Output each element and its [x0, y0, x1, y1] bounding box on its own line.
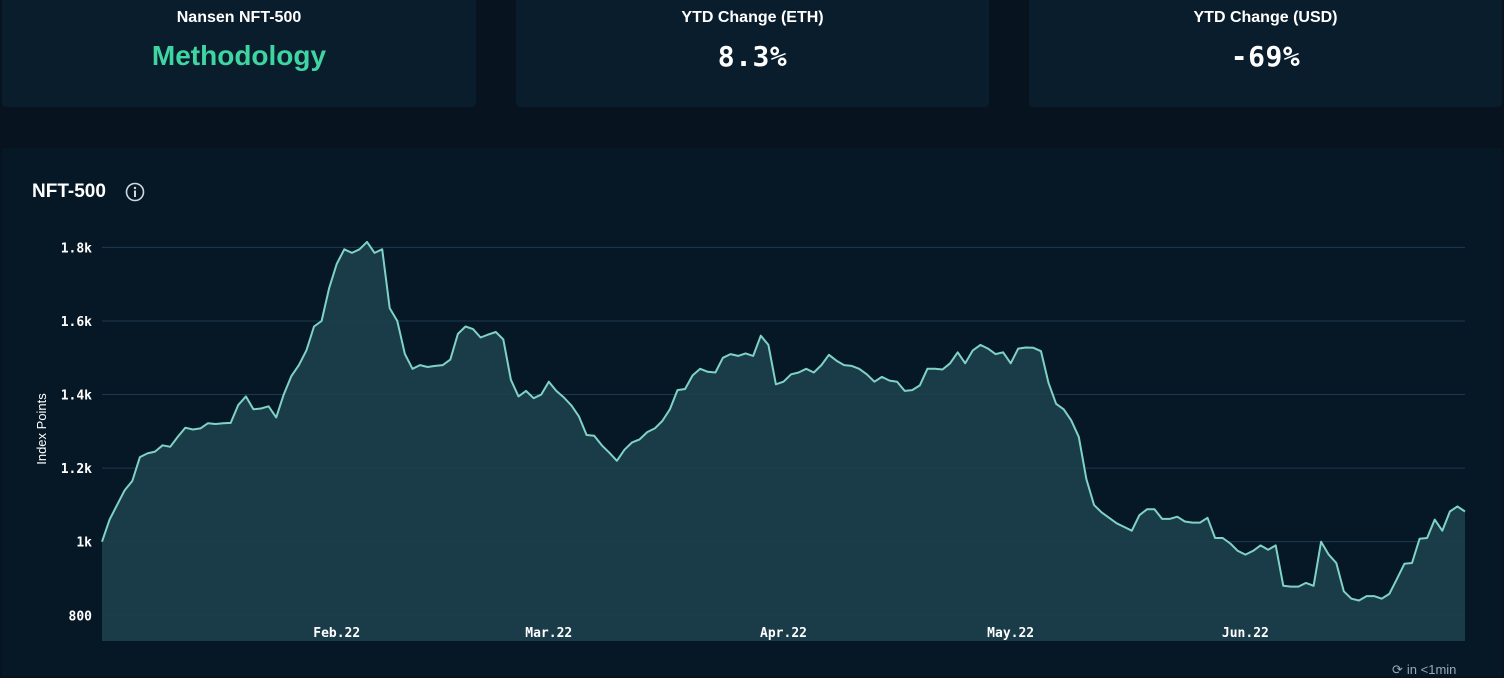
x-tick-label: Mar.22 [525, 626, 572, 641]
x-tick-label: May.22 [987, 626, 1034, 641]
ytd-usd-value: -69% [1230, 40, 1301, 73]
x-tick-label: Jun.22 [1222, 626, 1269, 641]
chart-title: NFT-500 [32, 181, 106, 202]
stat-card-index: Nansen NFT-500 Methodology [2, 0, 476, 107]
stat-label: Nansen NFT-500 [176, 9, 302, 26]
series-area [102, 241, 1465, 641]
info-icon[interactable] [125, 182, 145, 202]
refresh-text: in <1min [1406, 662, 1457, 677]
stat-label: YTD Change (ETH) [681, 9, 824, 26]
ytd-eth-value: 8.3% [717, 40, 788, 73]
y-tick-label: 1.2k [61, 462, 92, 477]
y-tick-label: 1.8k [61, 241, 92, 256]
refresh-note: ⟳ in <1min [1392, 662, 1456, 678]
y-tick-label: 1.6k [61, 315, 92, 330]
series-line [101, 240, 1466, 602]
methodology-link[interactable]: Methodology [151, 40, 327, 71]
stat-label: YTD Change (USD) [1193, 9, 1338, 26]
stat-card-ytd-eth: YTD Change (ETH) 8.3% [516, 0, 989, 107]
x-tick-label: Apr.22 [760, 626, 807, 641]
y-tick-label: 800 [69, 609, 93, 624]
x-tick-label: Feb.22 [313, 626, 360, 641]
y-axis-label: Index Points [34, 393, 49, 465]
stat-card-ytd-usd: YTD Change (USD) -69% [1029, 0, 1502, 107]
y-tick-label: 1k [76, 536, 92, 551]
y-tick-label: 1.4k [61, 389, 92, 404]
refresh-icon: ⟳ [1392, 662, 1403, 677]
